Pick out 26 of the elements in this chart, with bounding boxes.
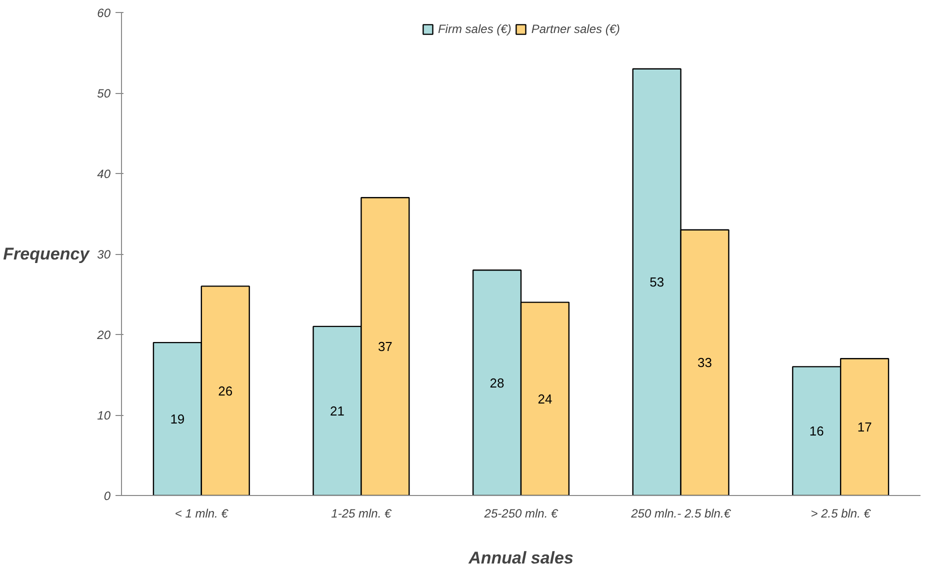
data-label: 37 xyxy=(378,339,392,354)
y-tick-label: 10 xyxy=(97,408,111,422)
y-tick-label: 40 xyxy=(97,167,111,181)
legend-label: Firm sales (€) xyxy=(438,22,512,36)
y-tick-label: 50 xyxy=(97,86,111,100)
data-label: 16 xyxy=(809,424,824,439)
x-axis-title: Annual sales xyxy=(468,548,574,568)
x-tick-label: 250 mln.- 2.5 bln.€ xyxy=(630,506,732,520)
data-label: 17 xyxy=(857,420,872,435)
data-label: 24 xyxy=(538,391,552,406)
x-tick-label: 1-25 mln. € xyxy=(331,506,393,520)
y-tick-label: 30 xyxy=(97,248,111,262)
data-label: 53 xyxy=(650,274,664,290)
y-axis-title: Frequency xyxy=(3,244,91,264)
data-label: 26 xyxy=(218,383,233,398)
data-label: 33 xyxy=(698,355,712,370)
y-tick-label: 60 xyxy=(97,6,111,20)
x-tick-label: > 2.5 bln. € xyxy=(810,506,872,520)
x-tick-label: < 1 mln. € xyxy=(174,506,230,520)
data-label: 21 xyxy=(330,403,344,418)
legend-label: Partner sales (€) xyxy=(531,22,620,36)
data-label: 28 xyxy=(490,375,504,390)
y-tick-label: 20 xyxy=(96,328,111,342)
x-tick-label: 25-250 mln. € xyxy=(483,506,560,520)
y-tick-label: 0 xyxy=(104,489,111,503)
data-label: 19 xyxy=(170,412,185,427)
